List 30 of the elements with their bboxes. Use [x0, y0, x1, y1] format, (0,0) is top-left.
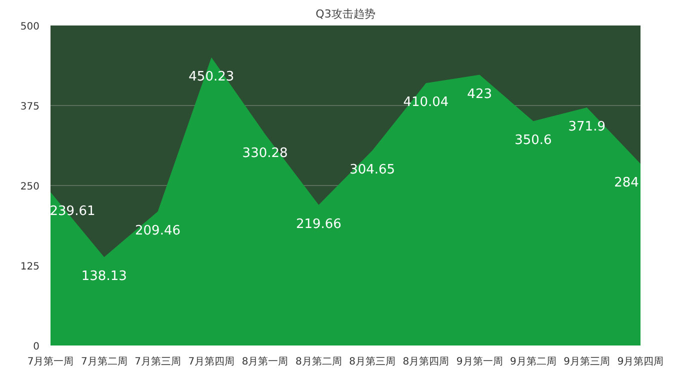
data-label: 330.28 [242, 146, 288, 162]
x-tick-label: 9月第二周 [510, 356, 556, 368]
x-tick-label: 9月第四周 [617, 356, 664, 368]
x-tick-label: 7月第一周 [27, 356, 74, 368]
data-label: 219.66 [296, 216, 342, 232]
x-tick-label: 9月第三周 [564, 356, 610, 368]
y-tick-label: 500 [20, 22, 40, 32]
chart-title: Q3攻击趋势 [316, 8, 376, 20]
data-label: 138.13 [81, 269, 127, 284]
x-tick-label: 8月第二周 [296, 356, 342, 368]
data-label: 239.61 [50, 204, 96, 220]
data-label: 284 [614, 176, 639, 191]
x-tick-label: 9月第一周 [456, 356, 503, 368]
y-tick-label: 375 [20, 102, 40, 112]
y-tick-label: 125 [20, 262, 40, 272]
y-tick-label: 250 [20, 182, 40, 192]
data-label: 371.9 [568, 119, 606, 134]
data-label: 410.04 [403, 95, 449, 110]
y-tick-label: 0 [33, 342, 40, 352]
x-tick-label: 8月第一周 [242, 356, 288, 368]
data-label: 209.46 [135, 223, 181, 238]
data-label: 350.6 [514, 133, 552, 148]
x-tick-label: 8月第四周 [402, 356, 450, 368]
data-label: 423 [467, 86, 492, 102]
x-tick-label: 7月第二周 [80, 356, 128, 368]
data-label: 450.23 [188, 69, 234, 84]
x-tick-label: 8月第三周 [349, 356, 396, 368]
x-tick-label: 7月第三周 [134, 356, 181, 368]
data-label: 304.65 [350, 162, 396, 178]
x-tick-label: 7月第四周 [188, 356, 235, 368]
